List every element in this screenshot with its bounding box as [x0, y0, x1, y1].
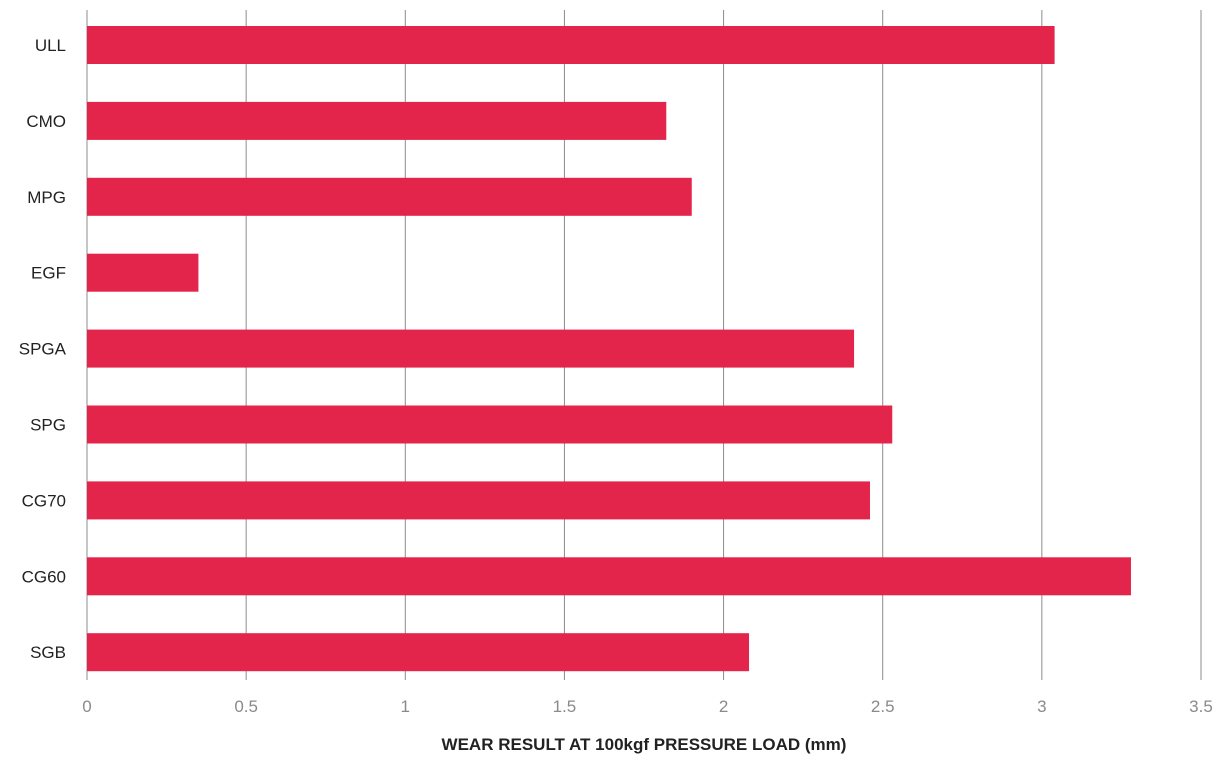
x-tick-label: 3.5 — [1189, 697, 1213, 716]
category-label: ULL — [35, 36, 66, 55]
x-tick-label: 0.5 — [234, 697, 258, 716]
bar-cg60 — [87, 557, 1131, 596]
category-label: CG60 — [22, 567, 66, 586]
bars — [87, 26, 1131, 672]
x-tick-label: 3 — [1037, 697, 1046, 716]
bar-cg70 — [87, 481, 870, 520]
category-labels: ULL CMO MPG EGF SPGA SPG CG70 CG60 SGB — [19, 36, 67, 662]
x-tick-label: 1.5 — [553, 697, 577, 716]
bar-cmo — [87, 101, 667, 140]
x-tick-label: 2 — [719, 697, 728, 716]
bar-ull — [87, 26, 1055, 64]
bar-spga — [87, 329, 855, 368]
category-label: MPG — [27, 188, 66, 207]
category-label: SPG — [30, 416, 66, 435]
category-label: CG70 — [22, 491, 66, 510]
x-tick-labels: 0 0.5 1 1.5 2 2.5 3 3.5 — [82, 697, 1213, 716]
x-tick-label: 0 — [82, 697, 91, 716]
x-tick-label: 2.5 — [871, 697, 895, 716]
category-label: SPGA — [19, 340, 67, 359]
category-label: EGF — [31, 264, 66, 283]
bar-egf — [87, 253, 199, 292]
category-label: CMO — [26, 112, 66, 131]
bar-mpg — [87, 177, 692, 216]
x-tick-label: 1 — [401, 697, 410, 716]
bar-sgb — [87, 633, 750, 672]
bar-spg — [87, 405, 893, 444]
x-axis-title: WEAR RESULT AT 100kgf PRESSURE LOAD (mm) — [442, 735, 847, 754]
category-label: SGB — [30, 643, 66, 662]
